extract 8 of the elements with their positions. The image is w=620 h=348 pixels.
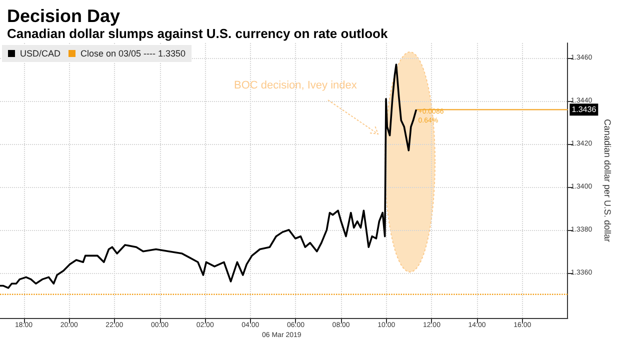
legend-label: Close on 03/05 ---- 1.3350 [80,48,186,58]
legend-label: USD/CAD [20,48,62,58]
annotation: BOC decision, Ivey index [234,80,358,92]
y-axis-title: Canadian dollar per U.S. dollar [602,118,612,242]
ref-line-label: 1.3436 [572,105,597,114]
chart-title: Decision Day [7,6,120,26]
line-series [0,64,418,289]
chart-subtitle: Canadian dollar slumps against U.S. currency on rate outlook [7,26,388,41]
